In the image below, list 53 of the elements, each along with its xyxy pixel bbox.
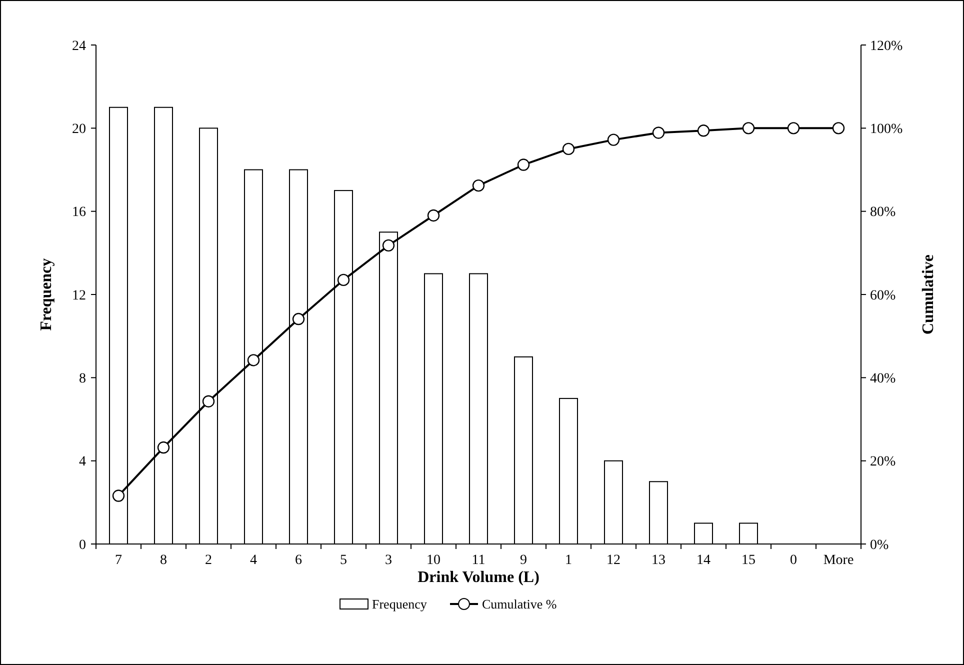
y2-tick-label: 60% bbox=[870, 288, 896, 304]
y-tick-label: 24 bbox=[72, 38, 86, 54]
x-tick-label: 15 bbox=[742, 553, 756, 568]
x-tick-label: 14 bbox=[696, 553, 710, 568]
point bbox=[337, 274, 350, 286]
x-tick-label: 13 bbox=[652, 553, 666, 568]
x-tick-label: 0 bbox=[790, 553, 797, 568]
x-tick-label: 1 bbox=[565, 553, 572, 568]
x-tick-label: 6 bbox=[295, 553, 302, 568]
x-tick-label: 10 bbox=[426, 553, 440, 568]
x-tick-label: 8 bbox=[160, 553, 167, 568]
point bbox=[652, 126, 665, 139]
x-tick-label: 7 bbox=[115, 553, 122, 568]
point bbox=[562, 142, 575, 156]
y2-tick-label: 40% bbox=[870, 372, 896, 387]
y-tick-label: 20 bbox=[72, 122, 86, 138]
point bbox=[697, 124, 710, 137]
y-tick-label: 16 bbox=[72, 205, 86, 220]
y2-tick-label: 80% bbox=[870, 205, 896, 220]
y-axis-title: Frequency bbox=[38, 258, 55, 331]
point bbox=[787, 122, 800, 134]
x-tick-label: 11 bbox=[472, 553, 486, 568]
y-tick-label: 4 bbox=[79, 454, 86, 470]
x-tick-label: 12 bbox=[606, 553, 620, 568]
x-tick-label: 5 bbox=[340, 553, 347, 568]
point bbox=[832, 122, 845, 134]
y2-axis-title: Cumulative bbox=[920, 254, 937, 334]
point bbox=[382, 239, 395, 252]
y2-tick-label: 20% bbox=[870, 454, 896, 470]
point bbox=[472, 179, 485, 192]
y-tick-label: 8 bbox=[79, 372, 86, 387]
point bbox=[517, 158, 530, 171]
legend-label: Frequency bbox=[372, 596, 428, 612]
y-tick-label: 12 bbox=[72, 288, 86, 304]
x-tick-label: 9 bbox=[520, 553, 527, 568]
x-tick-label: 4 bbox=[250, 553, 257, 568]
point bbox=[202, 395, 215, 408]
point bbox=[742, 122, 755, 134]
y-tick-label: 0 bbox=[79, 538, 86, 553]
point bbox=[427, 209, 440, 222]
x-axis-title: Drink Volume (L) bbox=[418, 569, 540, 586]
x-tick-label: More bbox=[823, 553, 854, 568]
point bbox=[292, 312, 305, 326]
point bbox=[112, 490, 125, 502]
y2-tick-label: 100% bbox=[870, 122, 903, 138]
y2-tick-label: 120% bbox=[870, 38, 903, 54]
point bbox=[607, 134, 620, 146]
point bbox=[157, 441, 170, 454]
legend-label: Cumulative % bbox=[482, 596, 557, 612]
y2-tick-label: 0% bbox=[870, 538, 889, 553]
x-tick-label: 3 bbox=[385, 553, 392, 568]
x-tick-label: 2 bbox=[205, 553, 212, 568]
point bbox=[247, 354, 260, 366]
